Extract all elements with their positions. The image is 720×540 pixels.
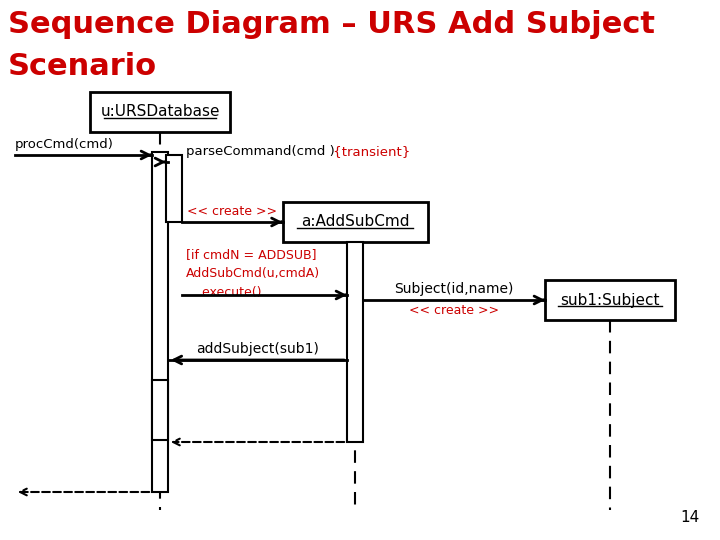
Bar [166,155,182,222]
Text: parseCommand(cmd ): parseCommand(cmd ) [186,145,335,158]
Text: << create >>: << create >> [409,304,499,317]
Text: Subject(id,name): Subject(id,name) [395,282,513,296]
Bar [545,280,675,320]
Text: Scenario: Scenario [8,52,157,81]
Text: 14: 14 [680,510,700,525]
Bar [152,380,168,440]
Text: [if cmdN = ADDSUB]
AddSubCmd(u,cmdA)
    execute(): [if cmdN = ADDSUB] AddSubCmd(u,cmdA) exe… [186,248,320,299]
Bar [347,242,363,442]
Text: procCmd(cmd): procCmd(cmd) [15,138,114,151]
Text: Sequence Diagram – URS Add Subject: Sequence Diagram – URS Add Subject [8,10,655,39]
Text: addSubject(sub1): addSubject(sub1) [196,342,319,356]
Text: u:URSDatabase: u:URSDatabase [100,105,220,119]
Bar [90,92,230,132]
Text: sub1:Subject: sub1:Subject [560,293,660,307]
Text: {transient}: {transient} [329,145,410,158]
Text: << create >>: << create >> [187,205,277,218]
Bar [282,202,428,242]
Text: a:AddSubCmd: a:AddSubCmd [301,214,409,230]
Bar [152,152,168,492]
